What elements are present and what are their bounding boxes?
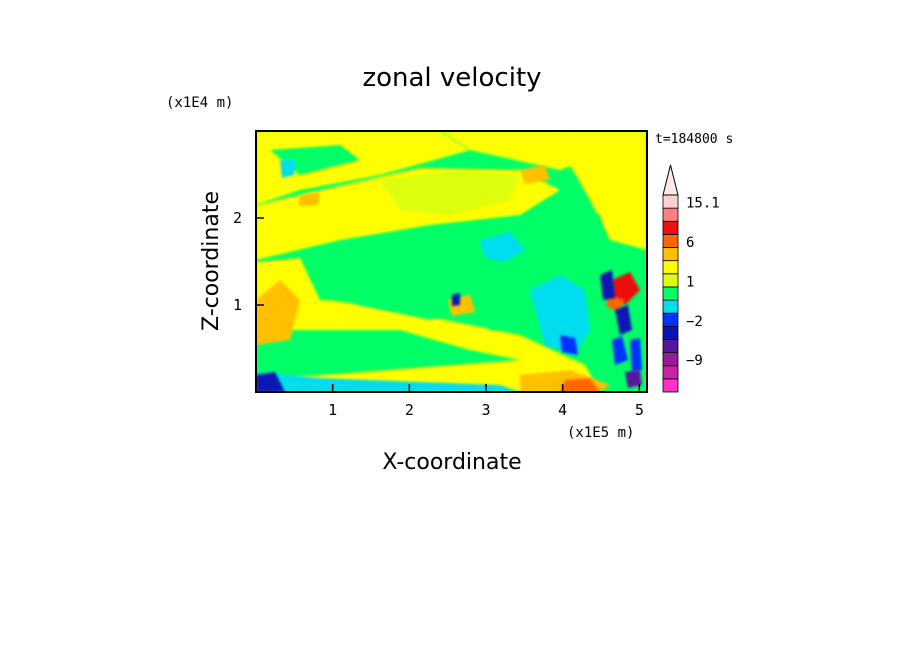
colorbar-label: −9 (686, 353, 703, 369)
x-tick-label: 3 (481, 401, 490, 419)
field-patch (256, 372, 285, 392)
colorbar-swatch (662, 339, 679, 354)
field-patch (480, 232, 525, 262)
field-patch (256, 280, 300, 345)
plot-area (255, 130, 648, 393)
colorbar-swatch (662, 365, 679, 380)
velocity-field (256, 131, 647, 392)
colorbar-swatch (662, 352, 679, 367)
x-tick-label: 1 (328, 401, 337, 419)
colorbar-label: 15.1 (686, 196, 720, 212)
colorbar-swatch (662, 286, 679, 301)
chart-title: zonal velocity (362, 63, 541, 93)
field-patch (452, 293, 460, 306)
field-patch (256, 330, 520, 380)
field-patch (545, 131, 647, 250)
y-unit-label: (x1E4 m) (166, 95, 233, 111)
colorbar-swatch (662, 247, 679, 262)
x-unit-label: (x1E5 m) (567, 425, 634, 441)
time-label: t=184800 s (655, 132, 733, 147)
x-axis-title: X-coordinate (382, 450, 521, 475)
plot-frame (255, 130, 648, 393)
field-patch (530, 275, 590, 355)
colorbar-label: −2 (686, 314, 703, 330)
field-patch (606, 295, 625, 312)
colorbar-swatch (662, 378, 679, 393)
field-patch (615, 305, 632, 335)
x-axis: 1 2 3 4 5 (328, 384, 644, 419)
colorbar-swatch (662, 273, 679, 288)
colorbar-label: 6 (686, 235, 694, 251)
y-tick-label: 2 (233, 209, 242, 227)
colorbar-label: 1 (686, 274, 694, 290)
field-patch (630, 338, 642, 372)
field-patch (280, 160, 296, 178)
y-axis: 12 (233, 209, 264, 314)
field-patch (560, 335, 578, 355)
field-patch (256, 372, 520, 392)
field-patch (625, 370, 642, 388)
colorbar-swatch (662, 299, 679, 314)
field-patch (600, 270, 615, 300)
x-tick-label: 4 (558, 401, 567, 419)
field-patch (330, 255, 480, 320)
y-tick-label: 1 (233, 296, 242, 314)
colorbar-max-arrow (662, 164, 679, 196)
colorbar: 15.1 6 1 −2 −9 (662, 164, 720, 393)
colorbar-swatch (662, 260, 679, 275)
colorbar-swatch (662, 194, 679, 209)
field-patch (380, 170, 520, 215)
colorbar-swatch (662, 312, 679, 327)
field-patch (560, 205, 610, 300)
field-patch (612, 336, 628, 365)
colorbar-swatch (662, 233, 679, 248)
x-tick-label: 5 (635, 401, 644, 419)
colorbar-swatch (662, 220, 679, 235)
field-patch (560, 378, 600, 392)
colorbar-swatch (662, 207, 679, 222)
y-axis-title: Z-coordinate (199, 191, 224, 331)
field-patch (298, 192, 320, 206)
colorbar-swatch (662, 325, 679, 340)
field-patch (520, 165, 550, 184)
field-patch (612, 272, 640, 305)
x-tick-label: 2 (405, 401, 414, 419)
